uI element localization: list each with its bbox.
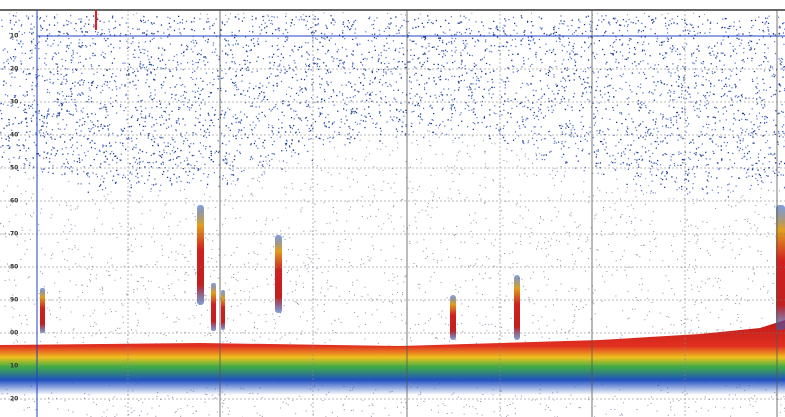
- depth-label: 20: [10, 396, 18, 403]
- depth-label: 10: [10, 363, 18, 370]
- plume: [514, 275, 520, 340]
- depth-label: 30: [10, 99, 18, 106]
- plume: [40, 288, 45, 333]
- depth-label: 20: [10, 66, 18, 73]
- plume: [197, 205, 204, 305]
- depth-label: 00: [10, 330, 18, 337]
- depth-label: 90: [10, 297, 18, 304]
- depth-label: 10: [10, 33, 18, 40]
- depth-label: 60: [10, 198, 18, 205]
- depth-label: 40: [10, 132, 18, 139]
- depth-label: 70: [10, 231, 18, 238]
- plume: [275, 235, 282, 313]
- depth-label: 80: [10, 264, 18, 271]
- plume: [211, 283, 216, 331]
- plume: [221, 290, 225, 330]
- echogram: 10 20 30 40 50 60 70 80 90 00 10 20: [0, 0, 785, 417]
- depth-label: 50: [10, 165, 18, 172]
